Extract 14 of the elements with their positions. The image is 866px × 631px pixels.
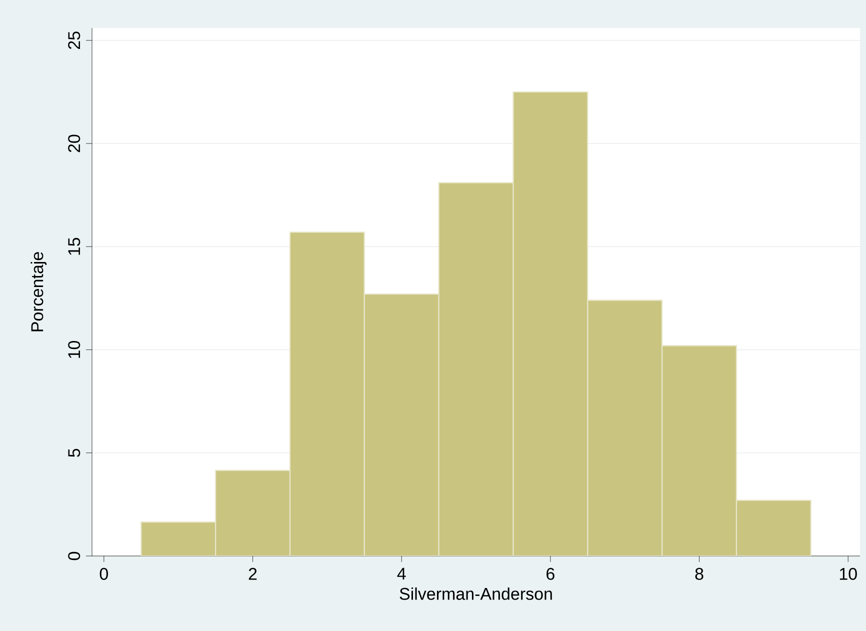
y-tick-label: 15	[68, 238, 80, 255]
x-tick-label: 0	[100, 568, 108, 580]
x-tick-label: 4	[397, 568, 406, 580]
y-tick-label: 20	[68, 134, 80, 152]
y-tick-label: 0	[68, 552, 80, 560]
y-tick-label: 10	[68, 340, 80, 358]
x-tick-label: 8	[695, 568, 704, 580]
y-tick-label: 5	[68, 448, 80, 457]
x-tick-label: 10	[840, 568, 857, 580]
x-tick-label: 6	[546, 568, 554, 580]
x-tick-label: 2	[248, 568, 257, 580]
y-axis-title: Porcentaje	[30, 252, 47, 332]
x-axis-title: Silverman-Anderson	[400, 587, 552, 600]
y-tick-label: 25	[68, 32, 80, 49]
